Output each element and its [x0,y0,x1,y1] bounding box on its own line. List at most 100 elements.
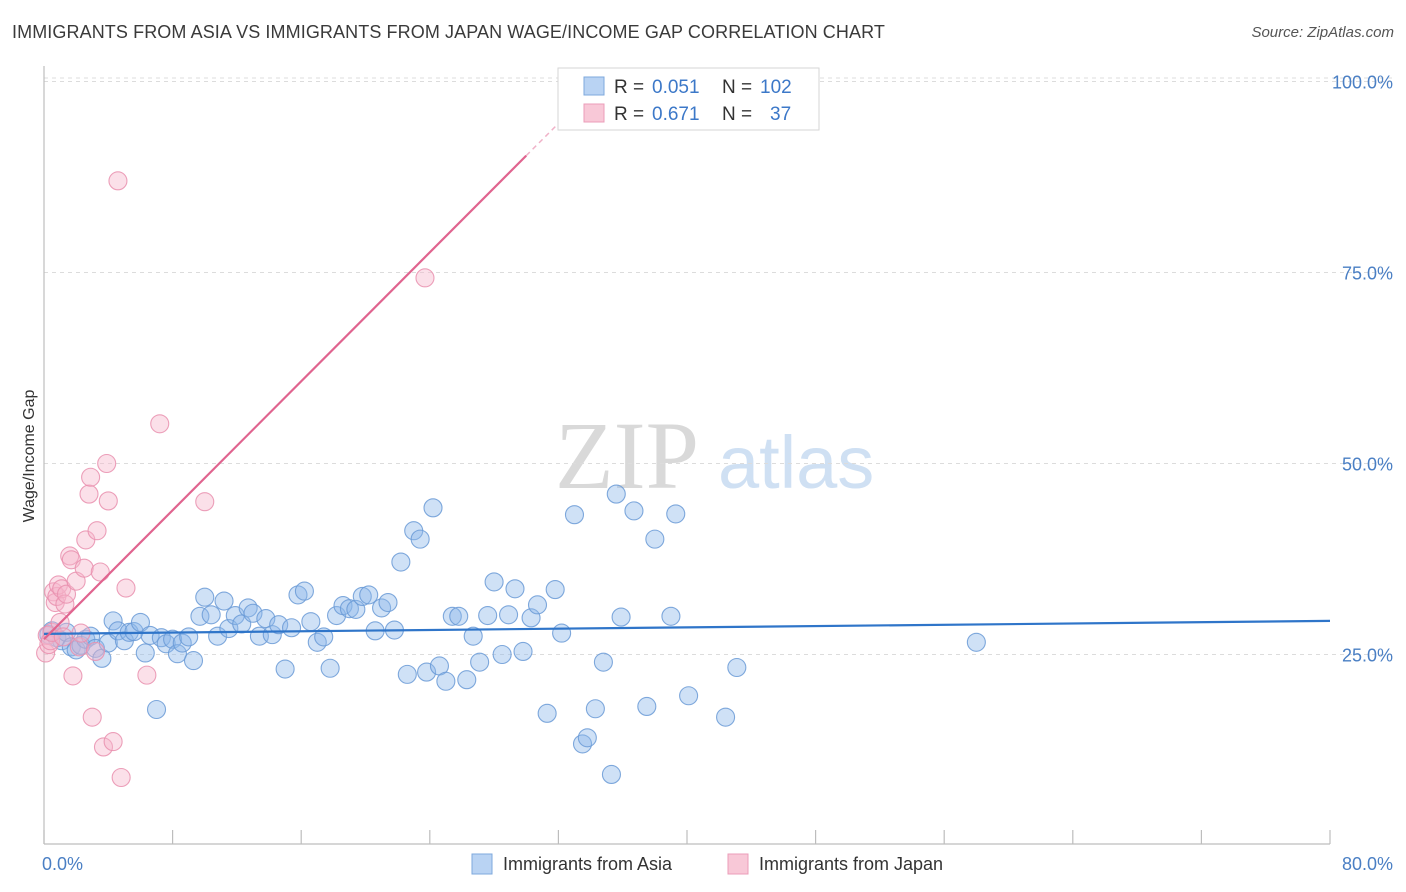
asia-point-83 [545,580,565,600]
japan-point-33 [111,767,131,788]
japan-point-38 [415,268,435,288]
asia-point-24 [163,629,183,649]
asia-point-84 [552,623,572,643]
asia-point-58 [372,598,392,618]
asia-point-19 [135,643,155,663]
asia-point-70 [449,606,469,626]
legend-swatch-asia [583,76,605,96]
legend-japan-r-value: 0.671 [652,104,700,125]
y-tick-label-50: 50.0% [1342,455,1393,475]
asia-point-88 [585,699,605,719]
asia-point-21 [146,699,167,720]
japan-point-31 [103,732,123,752]
legend-asia-n-value: 102 [760,77,792,98]
asia-point-18 [130,612,150,632]
correlation-legend: R = 0.051 N = 102 R = 0.671 N = 37 [557,67,820,131]
japan-point-24 [82,707,102,727]
bottom-legend-swatch-asia [471,853,493,875]
asia-point-59 [378,592,398,613]
legend-japan-n-value: 37 [770,104,791,125]
asia-point-49 [314,627,334,647]
y-tick-label-25: 25.0% [1342,646,1393,666]
trend-line-japan [43,154,528,640]
legend-swatch-japan [583,103,605,123]
japan-point-26 [87,521,107,541]
asia-point-31 [201,605,221,625]
legend-asia-n-label: N = [722,77,752,98]
asia-point-43 [275,659,295,679]
japan-point-29 [97,453,117,474]
asia-point-38 [243,603,263,623]
asia-point-25 [167,644,187,664]
asia-point-77 [499,605,519,625]
x-tick-label-max: 80.0% [1342,854,1393,874]
asia-point-82 [537,703,557,723]
asia-point-64 [410,529,430,549]
asia-point-71 [457,670,477,690]
japan-point-25 [85,641,105,661]
asia-point-56 [359,585,379,605]
asia-point-81 [527,595,548,615]
bottom-legend-japan: Immigrants from Japan [759,854,943,874]
japan-point-30 [98,491,118,511]
asia-point-46 [294,581,314,601]
japan-point-28 [93,737,114,757]
japan-point-35 [137,665,157,685]
asia-point-55 [352,586,372,606]
x-ticks [43,830,1331,844]
asia-point-72 [463,626,483,646]
watermark-atlas: atlas [718,421,874,504]
asia-point-87 [577,728,597,748]
bottom-legend-swatch-japan [727,853,749,875]
asia-point-13 [103,611,123,631]
asia-point-100 [727,657,747,678]
asia-point-66 [423,498,443,518]
asia-point-48 [307,632,327,652]
asia-point-92 [611,607,631,627]
x-tick-label-min: 0.0% [42,854,83,874]
asia-point-95 [645,529,665,549]
asia-point-96 [661,606,681,626]
asia-point-90 [601,764,621,784]
asia-point-27 [179,627,199,647]
asia-point-101 [966,632,986,652]
japan-point-37 [195,492,215,512]
asia-point-20 [140,625,160,645]
legend-japan-r-label: R = [614,104,644,125]
watermark-zip: ZIP [555,402,699,509]
source-label: Source: ZipAtlas.com [1251,24,1394,41]
asia-point-99 [716,707,736,727]
y-tick-label-100: 100.0% [1332,73,1393,93]
japan-point-13 [56,584,77,604]
asia-point-85 [564,505,585,525]
legend-japan-n-label: N = [722,104,752,125]
japan-point-20 [74,558,94,578]
series-japan-points [36,171,435,788]
asia-point-69 [442,606,462,626]
chart-title: IMMIGRANTS FROM ASIA VS IMMIGRANTS FROM … [12,22,885,42]
asia-point-76 [492,644,512,665]
asia-point-93 [624,501,644,521]
japan-point-34 [116,578,136,598]
asia-point-41 [262,625,282,645]
asia-point-91 [606,484,626,504]
asia-point-89 [593,652,613,672]
japan-point-27 [90,562,110,582]
asia-point-30 [195,587,215,607]
asia-point-53 [339,599,359,619]
legend-asia-r-value: 0.051 [652,77,700,98]
y-tick-labels: 100.0% 75.0% 50.0% 25.0% [1332,73,1393,666]
series-asia-points [39,484,986,784]
asia-point-73 [470,652,490,672]
asia-point-68 [436,671,456,691]
japan-point-12 [55,594,75,614]
japan-point-22 [79,484,99,504]
asia-point-98 [679,686,699,706]
japan-point-18 [69,637,89,657]
japan-point-16 [63,666,83,686]
asia-point-97 [666,504,686,524]
japan-point-11 [53,627,73,647]
japan-point-36 [150,414,170,434]
y-axis-title: Wage/Income Gap [21,390,38,523]
